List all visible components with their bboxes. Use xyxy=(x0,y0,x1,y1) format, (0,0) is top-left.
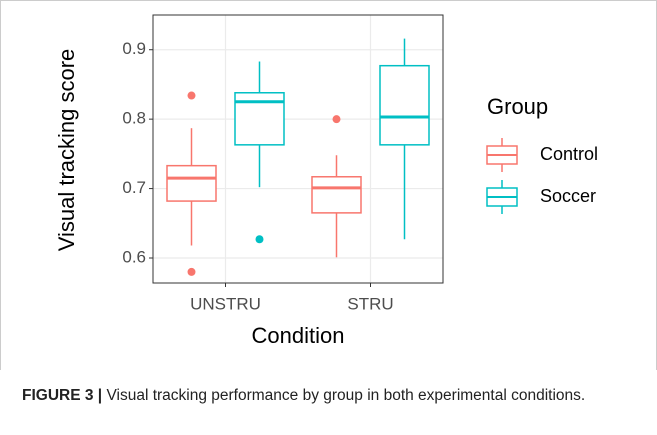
x-tick-label: STRU xyxy=(347,294,393,313)
y-tick-label: 0.8 xyxy=(122,109,146,128)
box xyxy=(311,176,362,214)
y-tick-label: 0.6 xyxy=(122,247,146,266)
legend-label: Control xyxy=(540,144,598,164)
y-axis-label: Visual tracking score xyxy=(54,49,79,252)
box xyxy=(166,164,217,202)
box xyxy=(379,64,430,146)
caption-label: FIGURE 3 | xyxy=(22,387,103,404)
outlier xyxy=(332,115,341,124)
legend-label: Soccer xyxy=(540,186,596,206)
y-tick-label: 0.9 xyxy=(122,39,146,58)
outlier xyxy=(187,91,196,100)
caption: FIGURE 3 | Visual tracking performance b… xyxy=(22,384,622,408)
x-tick-label: UNSTRU xyxy=(190,294,261,313)
panel-border xyxy=(152,14,444,284)
outlier xyxy=(187,267,196,276)
x-axis-label: Condition xyxy=(252,323,345,348)
y-tick-label: 0.7 xyxy=(122,178,146,197)
caption-text: Visual tracking performance by group in … xyxy=(102,387,586,404)
legend-title: Group xyxy=(487,94,548,119)
outlier xyxy=(255,235,264,244)
plot-panel xyxy=(153,15,443,283)
